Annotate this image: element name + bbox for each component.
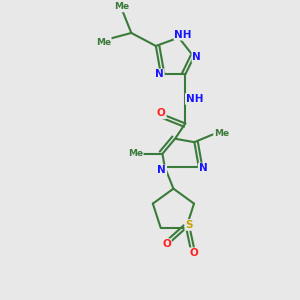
- Text: O: O: [162, 239, 171, 249]
- Text: N: N: [199, 164, 208, 173]
- Text: Me: Me: [128, 149, 143, 158]
- Text: Me: Me: [96, 38, 111, 47]
- Text: N: N: [158, 166, 166, 176]
- Text: NH: NH: [186, 94, 203, 104]
- Text: S: S: [185, 220, 193, 230]
- Text: O: O: [157, 108, 166, 118]
- Text: Me: Me: [214, 129, 229, 138]
- Text: O: O: [190, 248, 198, 258]
- Text: Me: Me: [114, 2, 129, 11]
- Text: NH: NH: [174, 30, 192, 40]
- Text: N: N: [192, 52, 201, 62]
- Text: N: N: [155, 69, 164, 80]
